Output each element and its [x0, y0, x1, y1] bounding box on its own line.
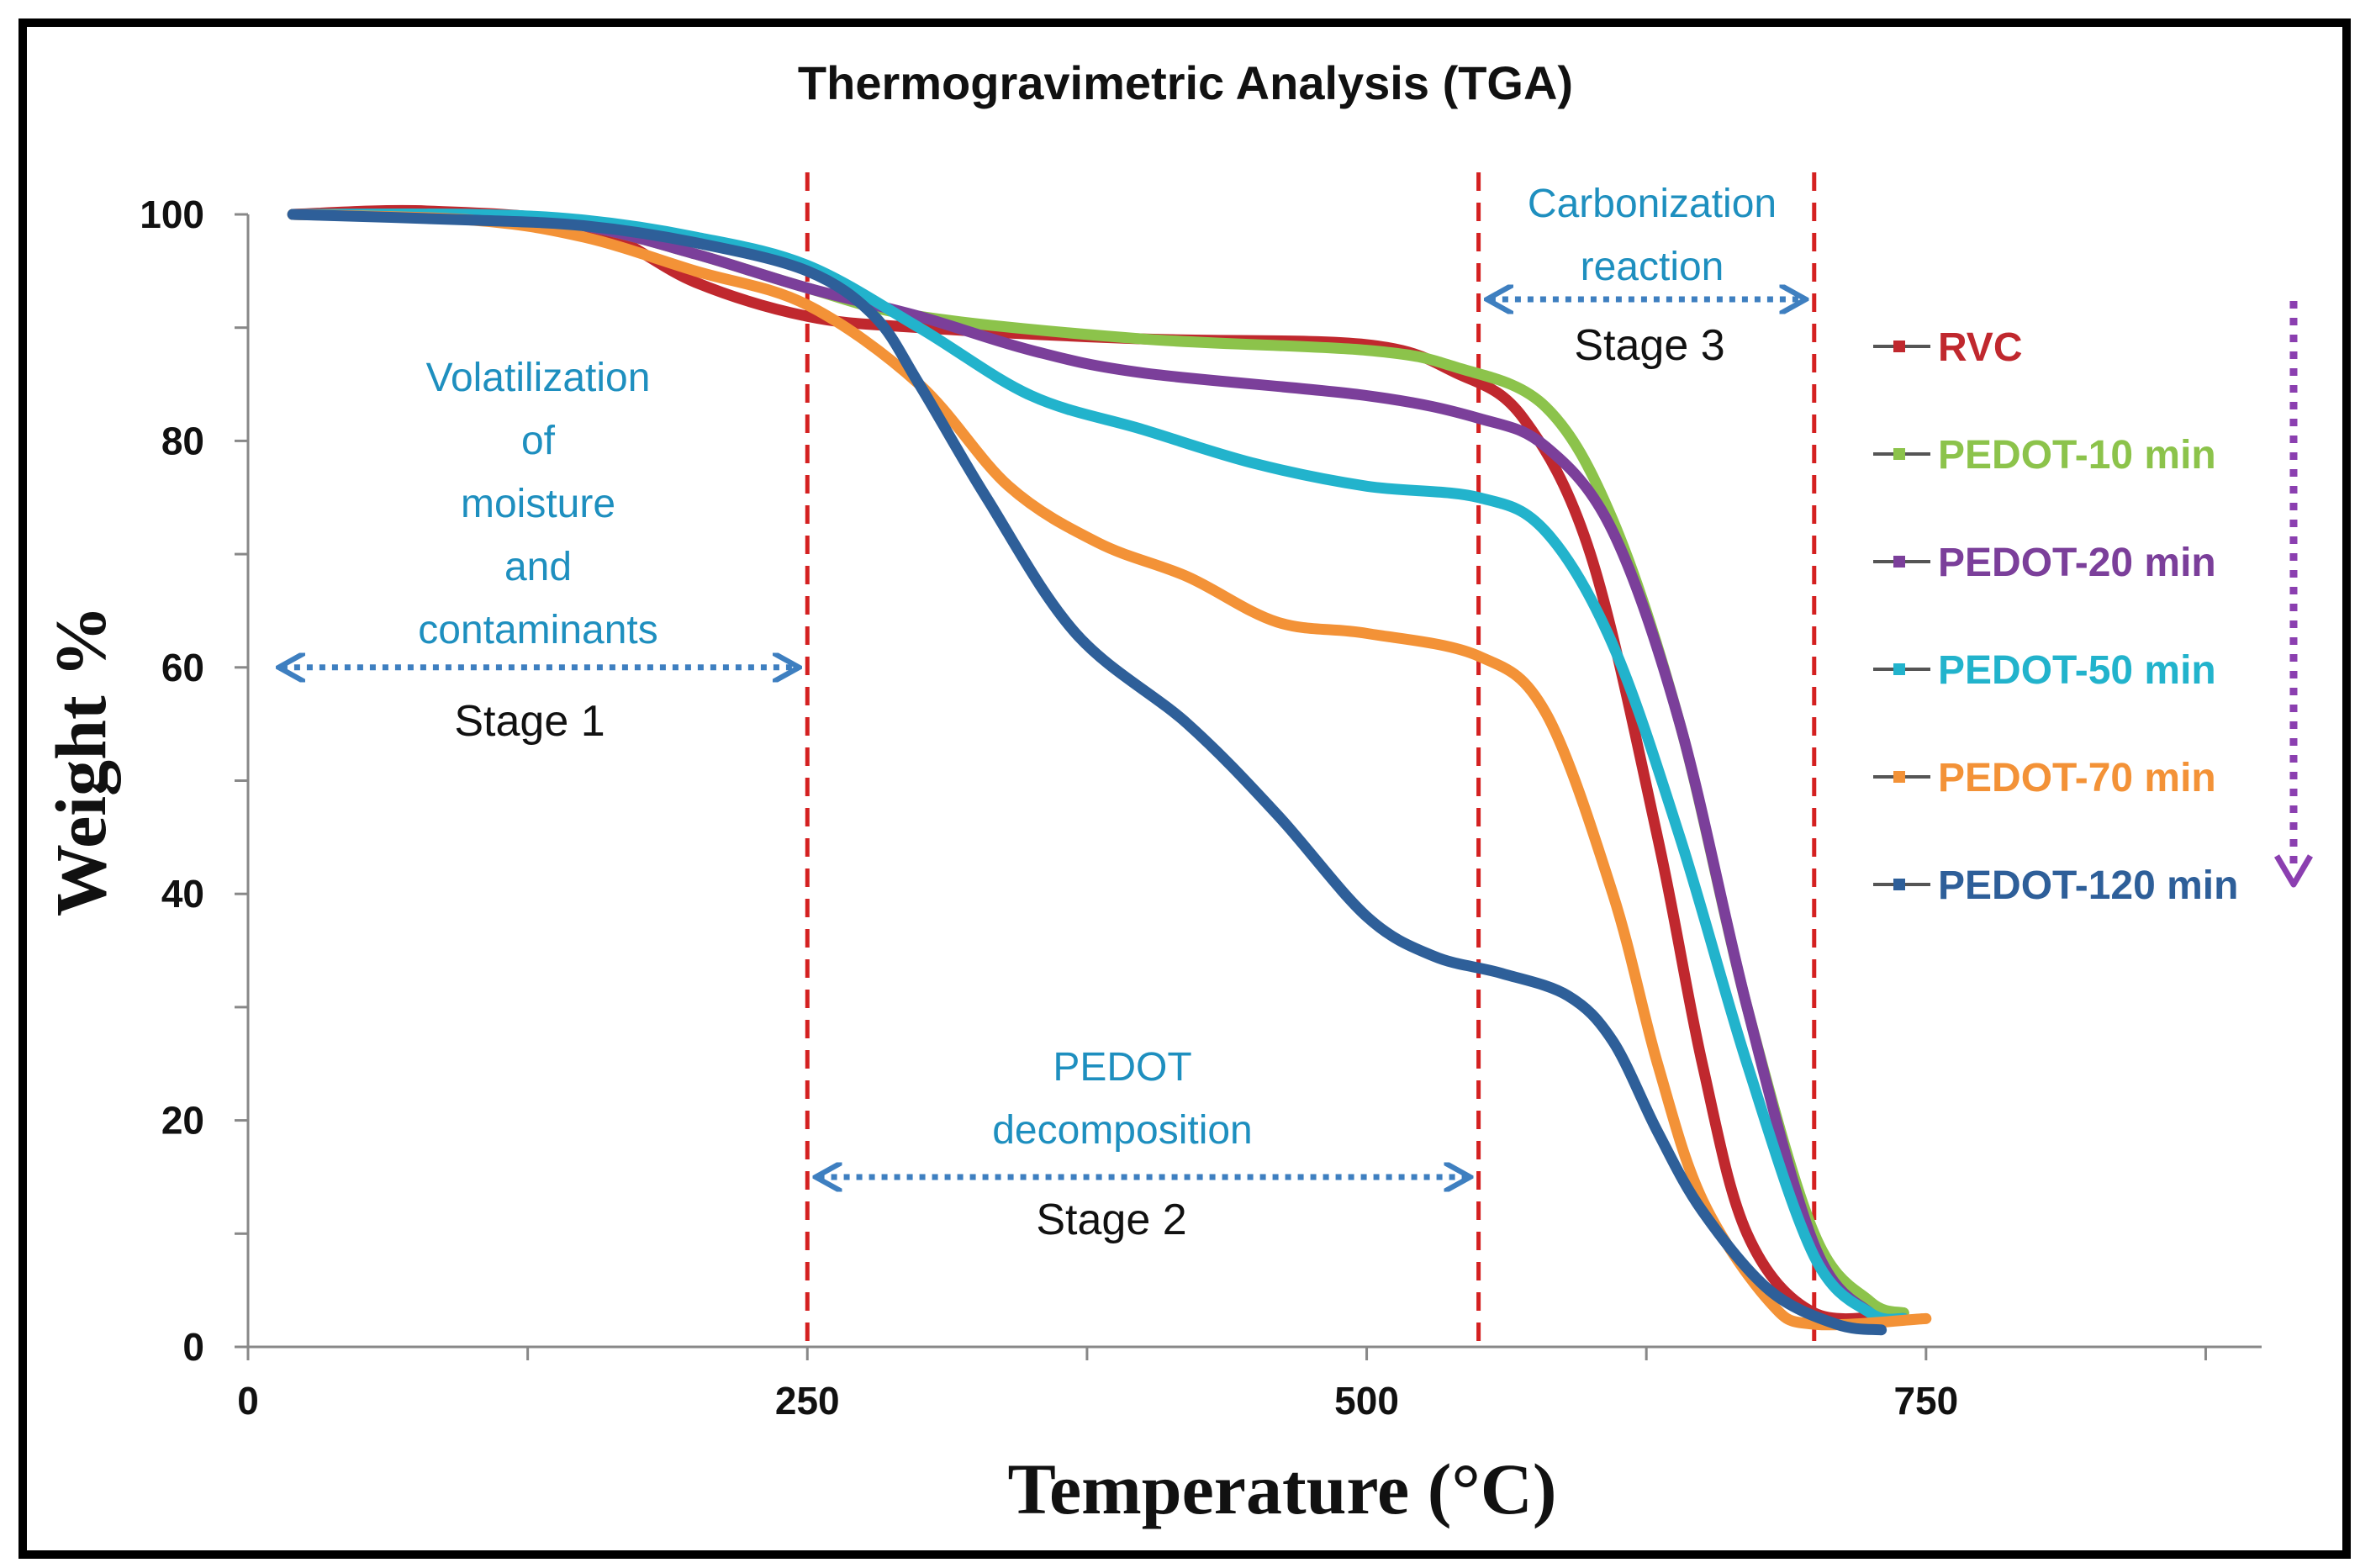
y-tick-label: 20: [161, 1099, 204, 1143]
legend-marker-pedot-50-min: [1893, 663, 1905, 675]
legend-label-rvc: RVC: [1938, 325, 2022, 370]
annotation-text-stage2: PEDOT: [1053, 1045, 1191, 1090]
x-tick-label: 750: [1893, 1379, 1958, 1423]
chart-title: Thermogravimetric Analysis (TGA): [798, 56, 1573, 109]
series-line-pedot-50-min: [287, 209, 1909, 1325]
annotation-text-stage1: contaminants: [418, 608, 658, 652]
legend-label-pedot-70-min: PEDOT-70 min: [1938, 756, 2216, 800]
legend-marker-pedot-70-min: [1893, 771, 1905, 783]
y-tick-label: 80: [161, 419, 204, 462]
annotation-text-stage3: reaction: [1581, 245, 1724, 289]
series-line-pedot-20-min: [287, 209, 1909, 1326]
annotations: Volatilization of moisture and contaminants S…: [282, 182, 1803, 1244]
annotation-text-stage1: and: [504, 545, 572, 589]
stage-label-stage3: Stage 3: [1574, 321, 1724, 370]
legend-marker-pedot-20-min: [1893, 556, 1905, 568]
y-tick-label: 40: [161, 872, 204, 916]
legend-label-pedot-10-min: PEDOT-10 min: [1938, 433, 2216, 478]
y-tick-label: 60: [161, 646, 204, 689]
legend-marker-pedot-10-min: [1893, 448, 1905, 460]
annotation-text-stage1: Volatilization: [426, 356, 651, 400]
figure-frame: [18, 18, 2351, 1559]
annotation-text-stage1: moisture: [461, 482, 615, 526]
x-tick-label: 500: [1334, 1379, 1399, 1423]
x-axis-label: Temperature (°C): [1008, 1449, 1557, 1529]
legend-label-pedot-20-min: PEDOT-20 min: [1938, 541, 2216, 585]
legend-marker-rvc: [1893, 341, 1905, 352]
annotation-text-stage1: of: [521, 419, 556, 463]
legend-label-pedot-50-min: PEDOT-50 min: [1938, 648, 2216, 693]
series-layer: [287, 204, 1932, 1336]
axes: 0 250 500 750 0 20 40 60 80 100: [140, 193, 2262, 1423]
legend-label-pedot-120-min: PEDOT-120 min: [1938, 863, 2238, 908]
series-line-pedot-120-min: [287, 209, 1887, 1336]
y-axis-label: Weight %: [40, 605, 121, 916]
annotation-text-stage2: decomposition: [992, 1108, 1253, 1153]
legend: RVC PEDOT-10 min PEDOT-20 min PEDOT-50 min P…: [1873, 301, 2314, 908]
y-tick-label: 0: [182, 1325, 204, 1369]
legend-marker-pedot-120-min: [1893, 879, 1905, 890]
annotation-text-stage3: Carbonization: [1528, 182, 1777, 226]
x-tick-label: 0: [237, 1379, 259, 1423]
stage-label-stage1: Stage 1: [454, 697, 605, 746]
x-tick-label: 250: [775, 1379, 840, 1423]
y-tick-label: 100: [140, 193, 204, 236]
trend-arrow-head: [2273, 854, 2314, 888]
series-line-pedot-70-min: [287, 209, 1932, 1331]
stage-label-stage2: Stage 2: [1036, 1196, 1186, 1244]
